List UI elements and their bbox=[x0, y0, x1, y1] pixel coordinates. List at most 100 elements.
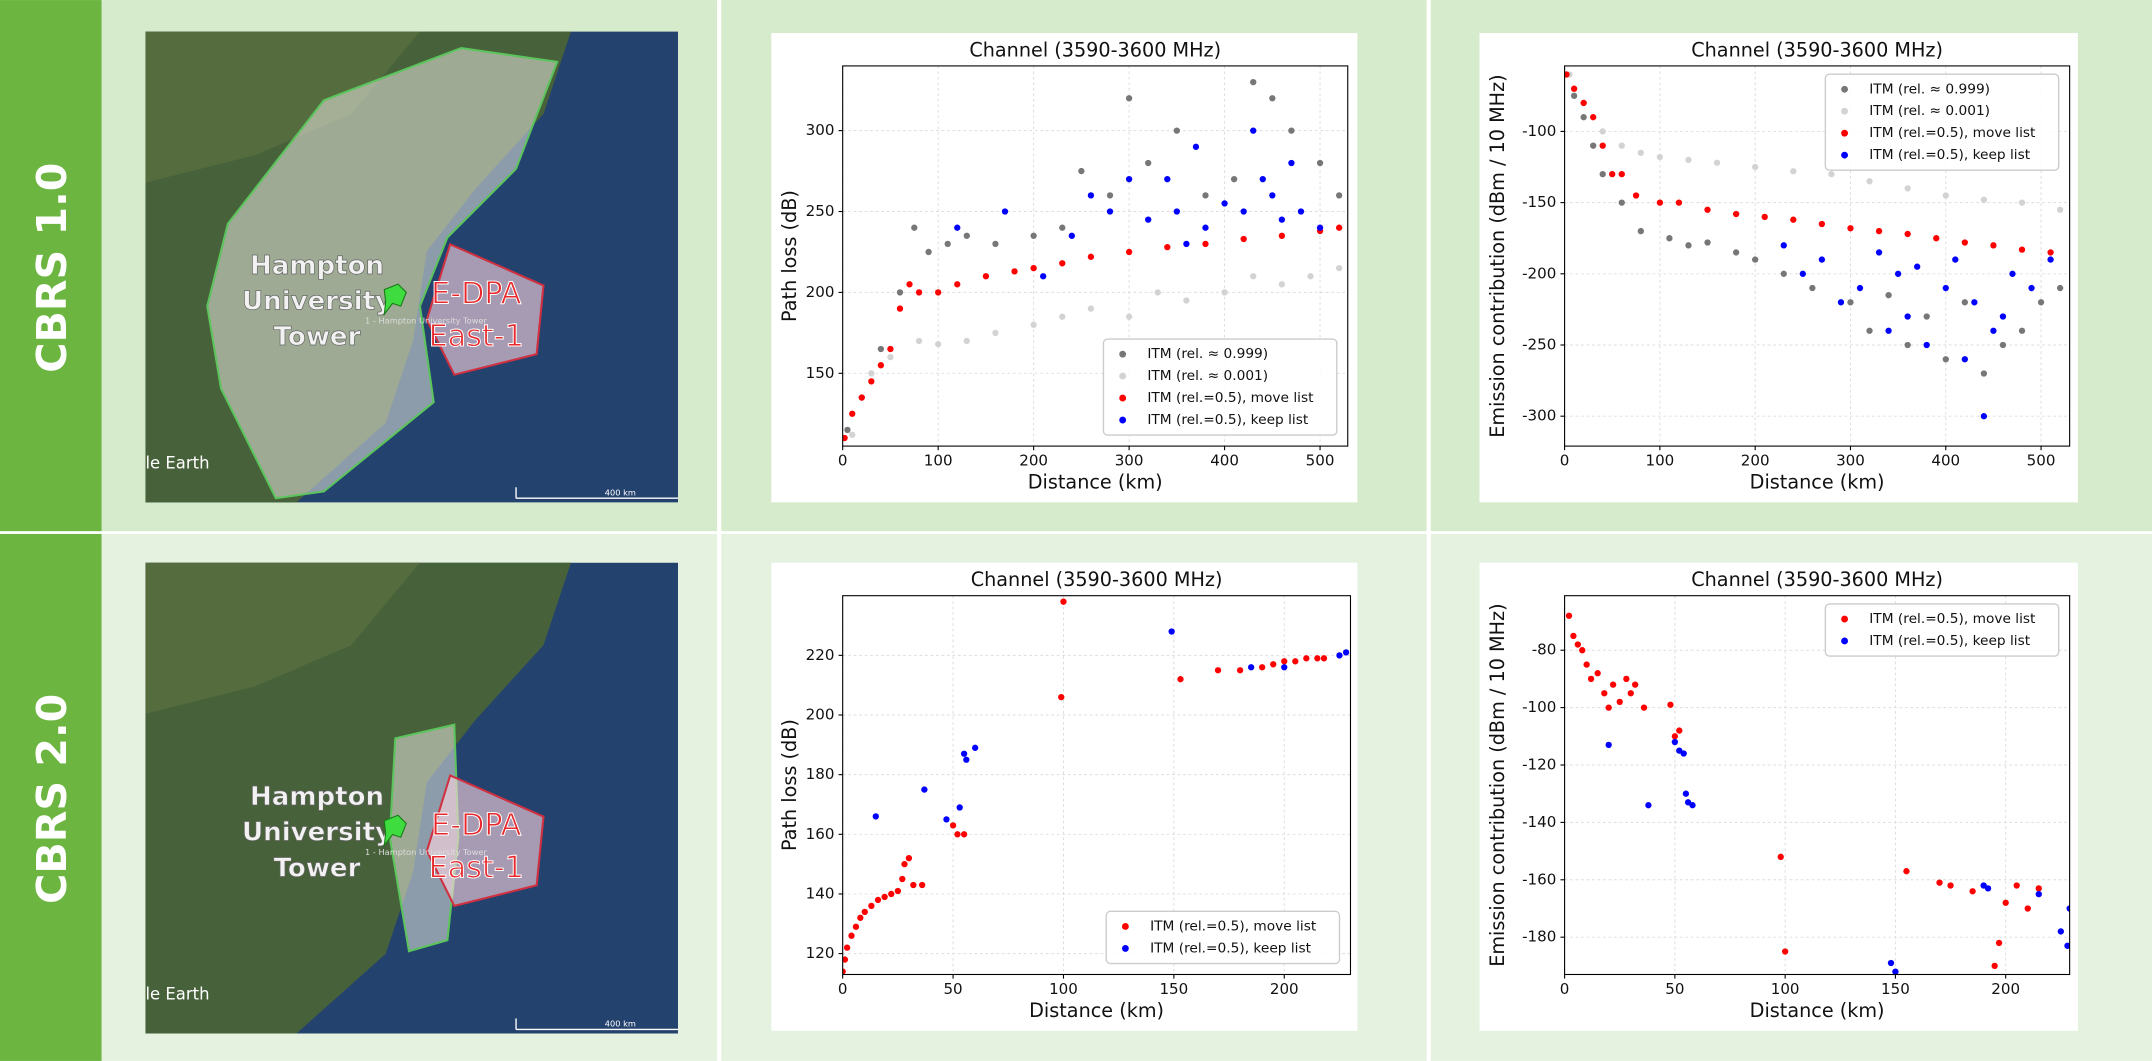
point bbox=[1667, 701, 1674, 708]
point bbox=[1250, 78, 1257, 86]
map: Hampton University Tower E-DPA East-11 - Ham… bbox=[145, 31, 678, 503]
x-tick-label: 300 bbox=[1115, 452, 1144, 470]
point bbox=[852, 923, 860, 930]
legend-label: ITM (rel.=0.5), move list bbox=[1150, 918, 1317, 934]
point bbox=[1060, 598, 1067, 605]
point bbox=[1887, 959, 1895, 967]
x-tick-label: 200 bbox=[1991, 980, 2020, 998]
point bbox=[1059, 313, 1066, 320]
x-tick-label: 0 bbox=[838, 452, 848, 470]
point bbox=[844, 426, 851, 434]
point bbox=[2064, 942, 2070, 949]
point bbox=[842, 956, 849, 963]
point bbox=[874, 896, 882, 904]
y-tick-label: 120 bbox=[806, 944, 835, 962]
point bbox=[842, 968, 846, 975]
point bbox=[1599, 170, 1606, 178]
row-header bbox=[0, 533, 102, 1061]
y-tick-label: 300 bbox=[806, 121, 835, 139]
point bbox=[1574, 641, 1581, 648]
plot-frame bbox=[1564, 595, 2071, 976]
point bbox=[872, 813, 879, 820]
site-label: Hampton bbox=[250, 782, 384, 812]
point bbox=[1145, 159, 1152, 167]
point bbox=[906, 281, 913, 288]
point bbox=[1980, 413, 1988, 420]
point bbox=[1288, 127, 1295, 134]
point bbox=[1609, 681, 1617, 688]
point bbox=[2047, 249, 2054, 256]
point bbox=[1292, 658, 1299, 665]
point bbox=[1564, 71, 1570, 78]
x-tick-label: 500 bbox=[2027, 452, 2056, 470]
point bbox=[1058, 693, 1065, 701]
zone-label: E-DPA bbox=[431, 808, 521, 843]
chart: 0 50 100 150 200 -80 -100 -120 -140 -160 -180 Chann… bbox=[1479, 562, 2078, 1031]
point bbox=[877, 362, 885, 369]
point bbox=[1799, 270, 1806, 277]
point bbox=[1030, 264, 1037, 272]
point bbox=[1565, 612, 1573, 619]
legend-label: ITM (rel.=0.5), keep list bbox=[1869, 147, 2030, 163]
point bbox=[2057, 928, 2064, 935]
row-header bbox=[0, 0, 102, 532]
point bbox=[1236, 667, 1244, 674]
point bbox=[868, 902, 875, 910]
point bbox=[1250, 127, 1257, 134]
point bbox=[843, 944, 851, 951]
y-tick-label: -180 bbox=[1522, 928, 1556, 946]
point bbox=[1270, 661, 1277, 668]
point bbox=[1269, 192, 1276, 199]
y-tick-label: -300 bbox=[1522, 407, 1556, 425]
point bbox=[896, 305, 904, 312]
point bbox=[1342, 649, 1350, 656]
point bbox=[1040, 273, 1047, 280]
point bbox=[2056, 206, 2064, 213]
legend-marker bbox=[1119, 416, 1127, 424]
pin-label: 1 - Hampton University Tower bbox=[365, 316, 487, 326]
point bbox=[2066, 905, 2070, 912]
point bbox=[915, 337, 923, 345]
point bbox=[1866, 327, 1873, 334]
point bbox=[1990, 327, 1997, 334]
legend-box bbox=[1105, 910, 1341, 965]
point bbox=[1904, 185, 1911, 192]
point bbox=[1685, 156, 1692, 164]
point bbox=[1288, 159, 1295, 167]
y-tick-label: 160 bbox=[806, 825, 835, 843]
point bbox=[1961, 356, 1968, 363]
point bbox=[1885, 327, 1892, 334]
point bbox=[1030, 232, 1037, 239]
point bbox=[1933, 235, 1940, 242]
point bbox=[1999, 313, 2007, 320]
point bbox=[1059, 260, 1066, 267]
y-tick-label: -120 bbox=[1522, 756, 1556, 774]
zone-label: E-DPA bbox=[431, 277, 521, 312]
point bbox=[2056, 284, 2064, 292]
x-tick-label: 200 bbox=[1270, 980, 1299, 998]
point bbox=[1952, 256, 1959, 263]
point bbox=[1923, 341, 1930, 349]
x-tick-label: 100 bbox=[1049, 980, 1078, 998]
point bbox=[1875, 249, 1883, 256]
point bbox=[956, 804, 963, 811]
point bbox=[868, 378, 875, 385]
site-label: Hampton bbox=[250, 251, 384, 281]
legend-label: ITM (rel. ≈ 0.999) bbox=[1869, 81, 1990, 97]
point bbox=[971, 744, 979, 751]
y-axis-label: Path loss (dB) bbox=[778, 719, 801, 851]
legend-marker bbox=[1119, 372, 1127, 380]
x-tick-label: 150 bbox=[1881, 980, 1910, 998]
point bbox=[1923, 313, 1930, 320]
chart-title: Channel (3590-3600 MHz) bbox=[969, 38, 1221, 61]
point bbox=[1247, 664, 1255, 671]
point bbox=[894, 887, 902, 895]
point bbox=[1221, 289, 1228, 296]
plot-frame bbox=[842, 65, 1349, 447]
point bbox=[1001, 208, 1009, 215]
point bbox=[1297, 208, 1305, 215]
point bbox=[1627, 690, 1634, 697]
point bbox=[1164, 243, 1171, 251]
plot-points bbox=[1565, 612, 2070, 975]
point bbox=[1221, 200, 1228, 207]
